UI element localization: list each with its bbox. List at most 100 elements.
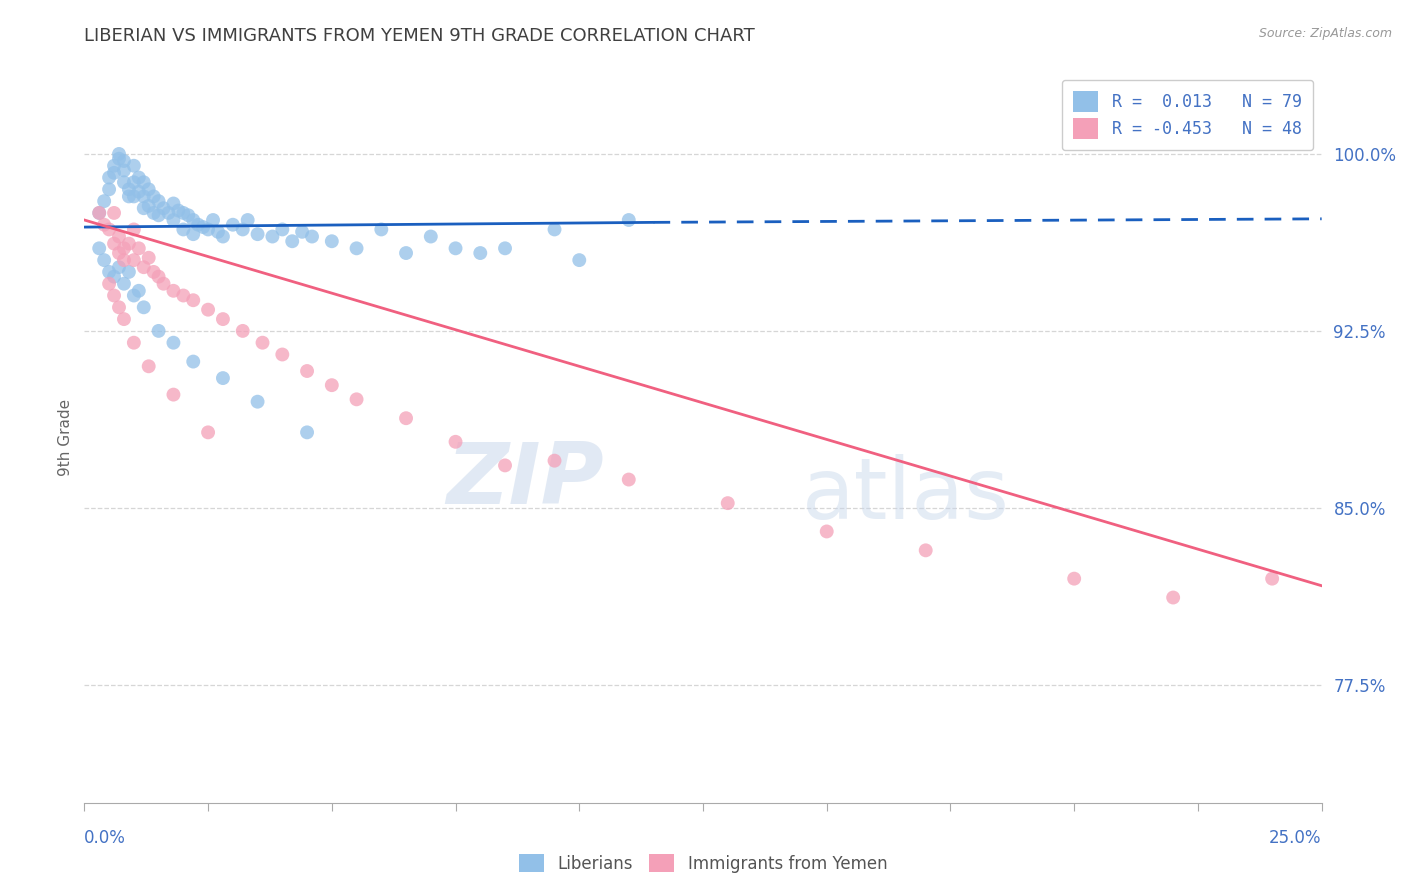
Point (138, 359, 160, 374)
Point (543, 222, 565, 236)
Point (181, 354, 204, 368)
Point (246, 394, 269, 409)
Point (177, 208, 200, 222)
Point (181, 213, 204, 227)
Point (617, 213, 640, 227)
Text: atlas: atlas (801, 454, 1010, 537)
Point (128, 170, 150, 185)
Point (181, 293, 204, 308)
Point (148, 194, 170, 208)
Point (295, 425, 318, 440)
Point (122, 159, 145, 173)
Point (122, 288, 145, 302)
Text: 0.0%: 0.0% (84, 829, 127, 847)
Point (172, 206, 194, 220)
Point (172, 288, 194, 302)
Text: LIBERIAN VS IMMIGRANTS FROM YEMEN 9TH GRADE CORRELATION CHART: LIBERIAN VS IMMIGRANTS FROM YEMEN 9TH GR… (84, 27, 755, 45)
Point (112, 312, 135, 326)
Legend: Liberians, Immigrants from Yemen: Liberians, Immigrants from Yemen (512, 847, 894, 880)
Point (197, 425, 219, 440)
Point (281, 234, 304, 248)
Point (1063, 572, 1085, 586)
Point (98, 182, 121, 196)
Point (122, 253, 145, 268)
Point (148, 269, 170, 284)
Point (717, 496, 740, 510)
Point (271, 347, 294, 361)
Point (815, 524, 838, 539)
Point (370, 222, 392, 236)
Point (118, 265, 141, 279)
Point (132, 189, 155, 203)
Point (470, 246, 492, 260)
Point (212, 312, 235, 326)
Point (118, 236, 141, 251)
Point (321, 378, 343, 392)
Point (103, 288, 125, 302)
Y-axis label: 9th Grade: 9th Grade (58, 399, 73, 475)
Point (395, 246, 418, 260)
Point (103, 206, 125, 220)
Point (291, 225, 314, 239)
Point (108, 301, 131, 315)
Point (148, 208, 170, 222)
Point (444, 434, 467, 449)
Point (197, 302, 219, 317)
Point (138, 251, 160, 265)
Point (138, 182, 160, 196)
Point (262, 229, 284, 244)
Point (252, 335, 274, 350)
Point (98, 170, 121, 185)
Point (89, 241, 111, 255)
Point (543, 453, 565, 467)
Point (914, 543, 936, 558)
Point (1261, 572, 1284, 586)
Point (191, 220, 214, 235)
Point (112, 175, 135, 189)
Point (444, 241, 467, 255)
Point (142, 206, 165, 220)
Point (346, 241, 368, 255)
Point (98, 265, 121, 279)
Point (93, 218, 115, 232)
Point (122, 335, 145, 350)
Legend: R =  0.013   N = 79, R = -0.453   N = 48: R = 0.013 N = 79, R = -0.453 N = 48 (1062, 79, 1313, 151)
Point (246, 227, 269, 242)
Point (128, 284, 150, 298)
Point (89, 206, 111, 220)
Point (142, 265, 165, 279)
Point (181, 227, 204, 242)
Point (295, 364, 318, 378)
Point (89, 206, 111, 220)
Point (138, 199, 160, 213)
Point (301, 229, 323, 244)
Point (197, 222, 219, 236)
Point (122, 189, 145, 203)
Point (494, 458, 516, 473)
Point (103, 159, 125, 173)
Point (108, 229, 131, 244)
Point (236, 213, 259, 227)
Point (167, 203, 190, 218)
Point (207, 225, 229, 239)
Point (232, 222, 254, 236)
Point (108, 152, 131, 166)
Point (162, 196, 184, 211)
Point (232, 324, 254, 338)
Point (132, 301, 155, 315)
Point (108, 260, 131, 275)
Point (132, 175, 155, 189)
Text: Source: ZipAtlas.com: Source: ZipAtlas.com (1258, 27, 1392, 40)
Point (98, 222, 121, 236)
Point (157, 206, 180, 220)
Point (162, 335, 184, 350)
Point (112, 241, 135, 255)
Point (103, 166, 125, 180)
Point (108, 246, 131, 260)
Point (212, 371, 235, 385)
Text: ZIP: ZIP (446, 440, 605, 523)
Point (494, 241, 516, 255)
Point (112, 163, 135, 178)
Point (122, 222, 145, 236)
Point (1161, 591, 1184, 605)
